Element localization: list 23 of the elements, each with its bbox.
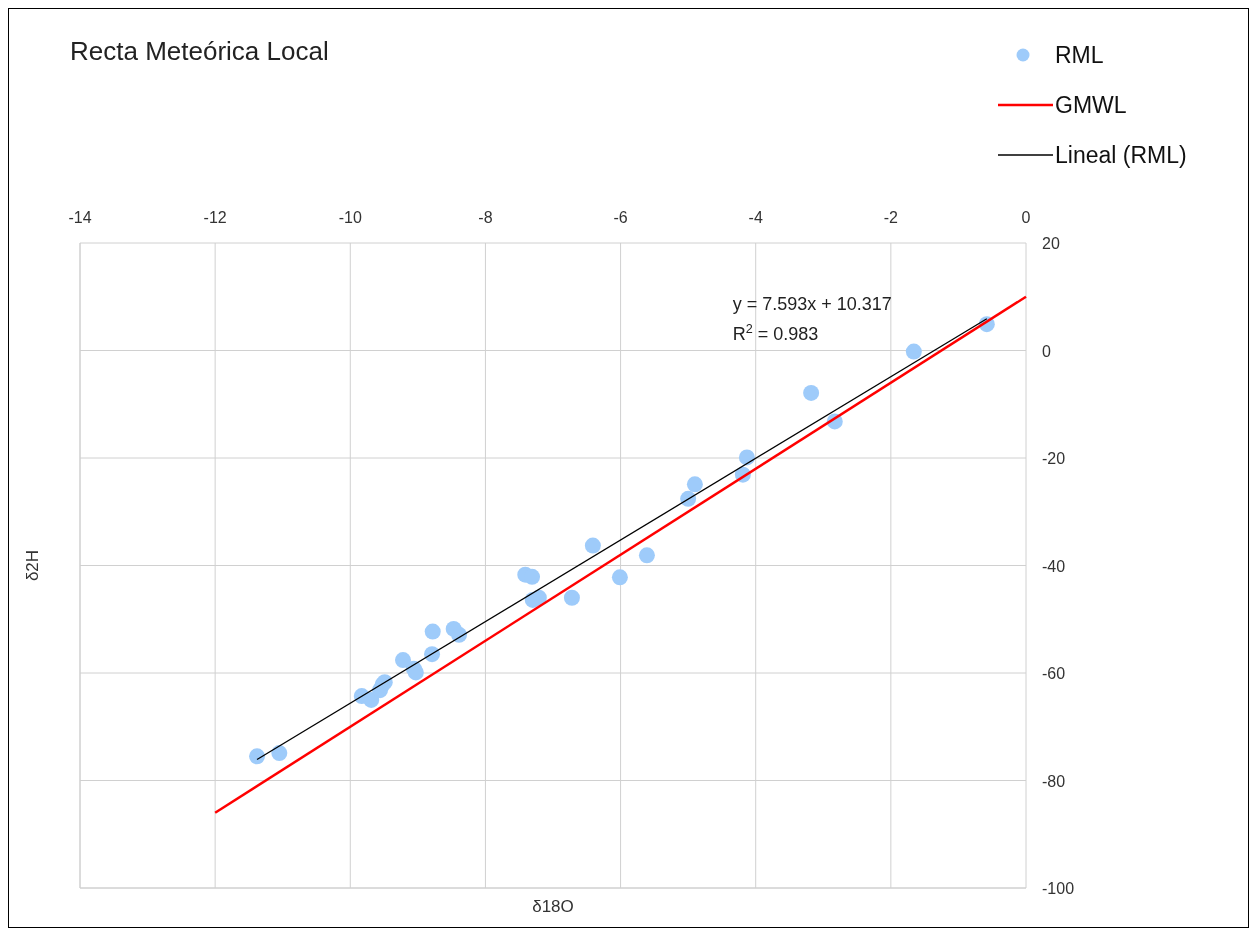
x-axis-title: δ18O [532, 897, 574, 916]
y-tick-label: -60 [1042, 665, 1066, 682]
legend-label: RML [1055, 42, 1104, 68]
x-tick-label: -10 [338, 209, 362, 226]
y-tick-label: -80 [1042, 772, 1066, 790]
annotation: y = 7.593x + 10.317 [732, 294, 892, 314]
legend-label: GMWL [1055, 92, 1127, 118]
x-tick-label: 0 [1021, 209, 1031, 226]
x-tick-label: -8 [478, 209, 493, 226]
x-tick-label: -2 [883, 209, 899, 226]
y-axis-title: δ2H [23, 549, 42, 582]
y-tick-label: -100 [1042, 880, 1075, 897]
x-tick-label: -12 [203, 209, 227, 226]
chart-title: Recta Meteórica Local [70, 36, 329, 66]
x-tick-label: -6 [613, 209, 628, 226]
y-tick-label: 0 [1042, 342, 1051, 360]
y-tick-label: 20 [1042, 235, 1060, 252]
legend-label: Lineal (RML) [1055, 142, 1187, 168]
annotation: R$^{2}$ = 0.983 [732, 322, 819, 344]
x-tick-label: -14 [68, 209, 92, 226]
y-tick-label: -40 [1042, 557, 1066, 575]
x-tick-label: -4 [748, 209, 763, 226]
y-tick-label: -20 [1042, 450, 1066, 467]
